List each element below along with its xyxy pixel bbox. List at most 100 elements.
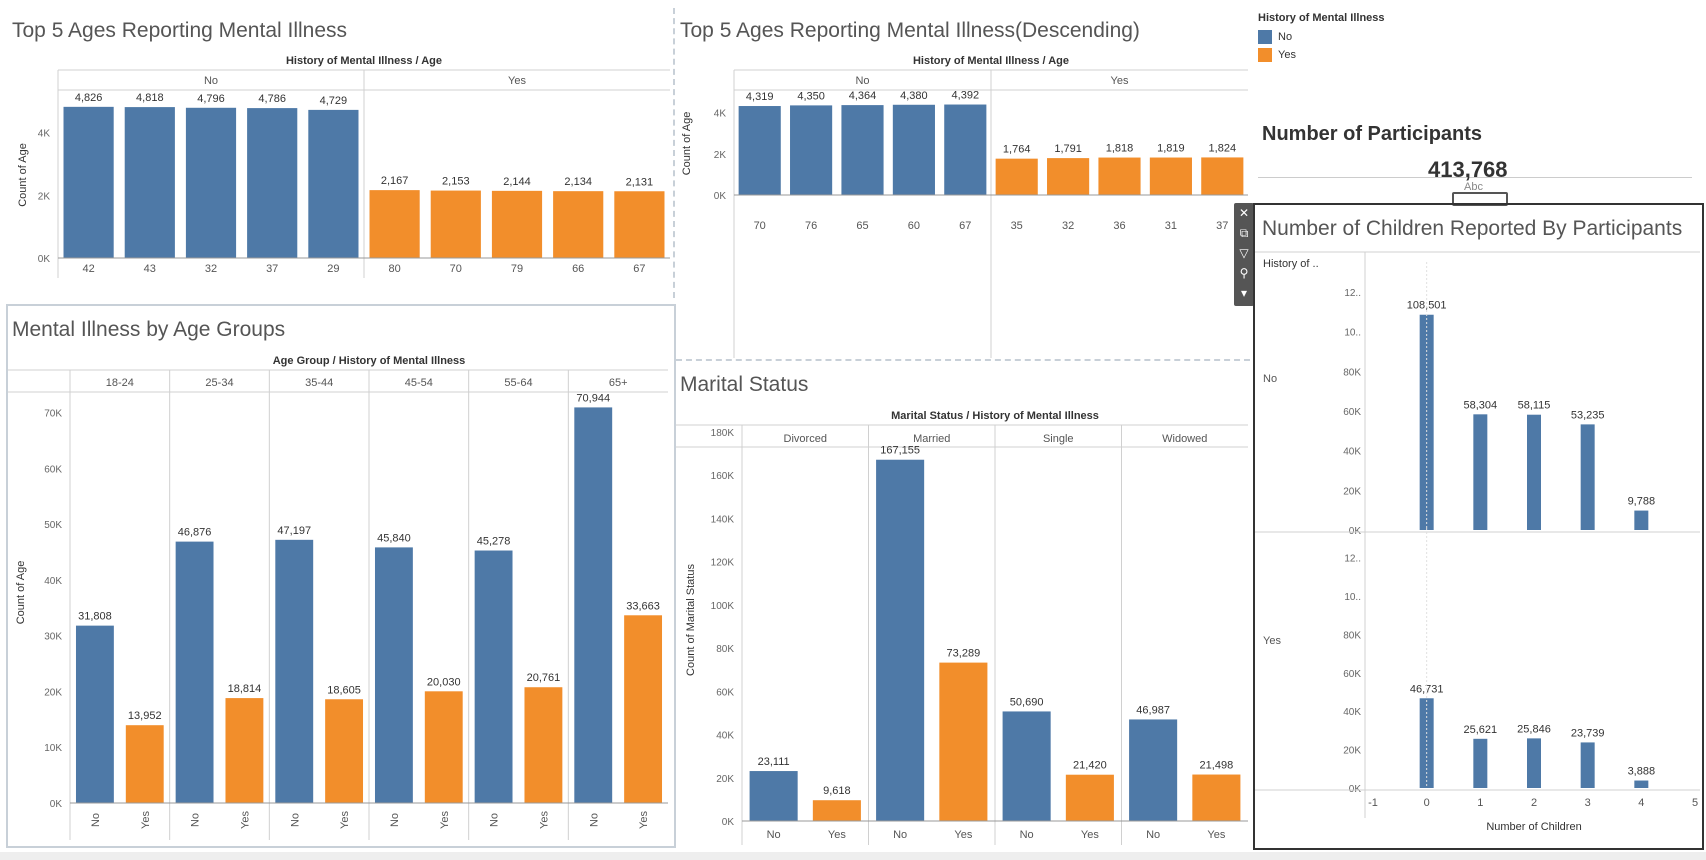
bar (939, 662, 988, 821)
legend-label-no: No (1278, 31, 1293, 43)
x-tick-label: No (588, 813, 600, 827)
bar (474, 550, 513, 803)
bar (624, 615, 663, 803)
marital-chart: Marital Status / History of Mental Illne… (676, 410, 1248, 845)
x-tick-label: No (893, 829, 907, 841)
popout-icon[interactable]: ⧉ (1239, 226, 1249, 240)
bar (75, 625, 114, 803)
data-label: 45,278 (477, 536, 511, 548)
data-label: 167,155 (880, 445, 920, 457)
bar (430, 190, 481, 258)
x-tick-label: Yes (828, 829, 846, 841)
legend-title: History of Mental Illness (1258, 12, 1385, 24)
row-header: History of .. (1263, 258, 1319, 270)
data-label: 21,420 (1073, 760, 1107, 772)
bar (1192, 774, 1241, 821)
resize-handle[interactable] (1452, 192, 1508, 206)
x-tick-label: Yes (638, 811, 650, 829)
x-tick-label: No (489, 813, 501, 827)
pin-icon[interactable]: ⚲ (1239, 266, 1249, 280)
bar (892, 104, 935, 195)
bar (553, 191, 604, 258)
data-label: 2,131 (626, 176, 654, 188)
y-tick-label: 80K (1343, 630, 1361, 641)
data-label: 33,663 (626, 600, 660, 612)
x-tick-label: Yes (538, 811, 550, 829)
data-label: 4,392 (952, 90, 980, 102)
data-label: 1,818 (1106, 143, 1134, 155)
close-icon[interactable]: ✕ (1238, 206, 1250, 220)
legend-item-yes[interactable]: Yes (1258, 48, 1385, 62)
data-label: 2,167 (381, 175, 409, 187)
x-tick-label: Yes (954, 829, 972, 841)
bar (524, 687, 563, 803)
x-tick-label: Yes (1207, 829, 1225, 841)
x-tick-label: 29 (327, 263, 339, 275)
bar (63, 106, 114, 258)
dropdown-icon[interactable]: ▾ (1240, 286, 1248, 300)
y-axis-label: Count of Age (681, 112, 693, 176)
data-label: 20,761 (527, 672, 561, 684)
color-legend: History of Mental Illness No Yes (1258, 12, 1385, 66)
bar (247, 108, 298, 258)
x-tick-label: 31 (1165, 220, 1177, 232)
y-tick-label: 180K (711, 428, 735, 439)
y-tick-label: 60K (1343, 407, 1361, 418)
legend-item-no[interactable]: No (1258, 30, 1385, 44)
x-tick-label: 79 (511, 263, 523, 275)
x-tick-label: -1 (1368, 797, 1378, 809)
y-tick-label: 60K (1343, 669, 1361, 680)
children-title: Number of Children Reported By Participa… (1262, 217, 1683, 240)
data-label: 46,987 (1136, 704, 1170, 716)
group-header-55-64: 55-64 (504, 377, 532, 389)
y-axis-label: Count of Marital Status (685, 564, 697, 676)
x-tick-label: 3 (1585, 797, 1591, 809)
data-label: 53,235 (1571, 409, 1605, 421)
chart-header: History of Mental Illness / Age (913, 55, 1069, 67)
y-tick-label: 160K (711, 471, 735, 482)
bar (574, 407, 613, 803)
y-tick-label: 2K (714, 150, 727, 161)
x-tick-label: No (1146, 829, 1160, 841)
children-chart: History of ..No0K20K40K60K80K10..12..108… (1255, 251, 1700, 833)
x-tick-label: Yes (439, 811, 451, 829)
bar (1473, 738, 1488, 788)
filter-icon[interactable]: ▽ (1239, 246, 1249, 260)
y-tick-label: 40K (716, 731, 734, 742)
panel-header-yes: Yes (1111, 75, 1129, 87)
bar (876, 459, 925, 821)
bar (995, 158, 1038, 195)
data-label: 1,824 (1209, 142, 1237, 154)
bar (369, 190, 420, 258)
y-tick-label: 80K (716, 644, 734, 655)
top5-title: Top 5 Ages Reporting Mental Illness (12, 19, 348, 42)
row-label-yes: Yes (1263, 635, 1281, 647)
data-label: 4,786 (258, 93, 286, 105)
data-label: 9,788 (1628, 496, 1656, 508)
y-tick-label: 20K (716, 774, 734, 785)
data-label: 31,808 (78, 611, 112, 623)
y-tick-label: 100K (711, 601, 735, 612)
bar (325, 699, 364, 803)
bar (124, 107, 175, 258)
legend-label-yes: Yes (1278, 49, 1296, 61)
x-tick-label: 1 (1477, 797, 1483, 809)
data-label: 47,197 (277, 525, 311, 537)
data-label: 4,364 (849, 90, 877, 102)
bar (275, 539, 314, 803)
bar (1527, 738, 1541, 788)
data-label: 18,605 (327, 684, 361, 696)
top5desc-chart: History of Mental Illness / Age No 4,319 70… (681, 55, 1248, 358)
data-label: 20,030 (427, 676, 461, 688)
kpi-value: 413,768 (1428, 157, 1508, 182)
x-tick-label: 70 (450, 263, 462, 275)
y-tick-label: 70K (44, 409, 62, 420)
data-label: 21,498 (1200, 760, 1234, 772)
bar (1473, 414, 1488, 530)
y-tick-label: 12.. (1344, 554, 1361, 565)
chart-header: Age Group / History of Mental Illness (273, 355, 466, 367)
data-label: 18,814 (228, 683, 262, 695)
y-tick-label: 12.. (1344, 288, 1361, 299)
y-tick-label: 40K (1343, 707, 1361, 718)
y-tick-label: 20K (44, 687, 62, 698)
